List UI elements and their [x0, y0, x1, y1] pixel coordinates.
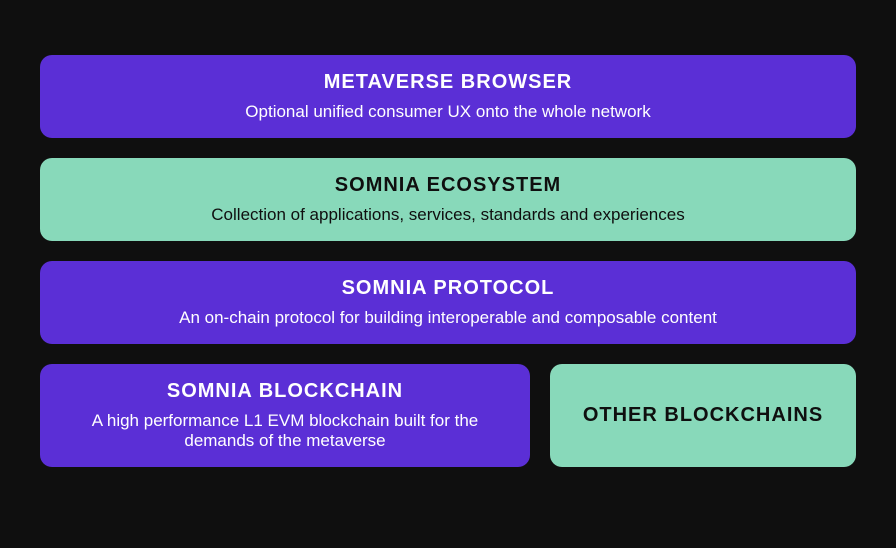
layer-title: METAVERSE BROWSER — [64, 71, 832, 94]
layer-subtitle: Optional unified consumer UX onto the wh… — [64, 102, 832, 122]
layer-subtitle: Collection of applications, services, st… — [64, 205, 832, 225]
layer-title: SOMNIA ECOSYSTEM — [64, 174, 832, 197]
layer-metaverse-browser: METAVERSE BROWSER Optional unified consu… — [40, 55, 856, 138]
layer-subtitle: An on-chain protocol for building intero… — [64, 308, 832, 328]
layer-somnia-ecosystem: SOMNIA ECOSYSTEM Collection of applicati… — [40, 158, 856, 241]
layer-other-blockchains: OTHER BLOCKCHAINS — [550, 364, 856, 467]
layer-somnia-protocol: SOMNIA PROTOCOL An on-chain protocol for… — [40, 261, 856, 344]
layer-title: SOMNIA BLOCKCHAIN — [64, 380, 506, 403]
layer-subtitle: A high performance L1 EVM blockchain bui… — [64, 411, 506, 451]
layer-title: OTHER BLOCKCHAINS — [583, 404, 823, 427]
layer-somnia-blockchain: SOMNIA BLOCKCHAIN A high performance L1 … — [40, 364, 530, 467]
bottom-row: SOMNIA BLOCKCHAIN A high performance L1 … — [40, 364, 856, 467]
layer-title: SOMNIA PROTOCOL — [64, 277, 832, 300]
